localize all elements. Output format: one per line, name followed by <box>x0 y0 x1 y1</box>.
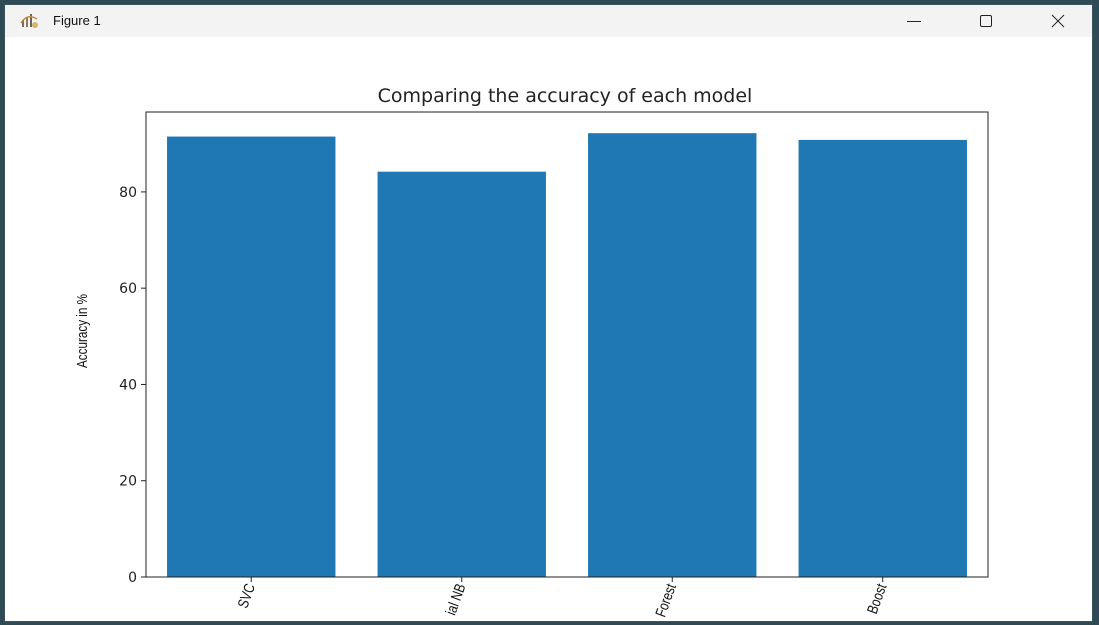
x-tick-label: ial NB <box>442 581 469 617</box>
y-tick-label: 60 <box>119 281 137 297</box>
y-tick-label: 20 <box>119 474 137 490</box>
y-tick-label: 80 <box>119 185 137 201</box>
matplotlib-figure-icon <box>20 14 38 28</box>
minimize-icon <box>907 21 921 22</box>
y-ticks-group: 0 20 40 60 80 <box>119 185 146 586</box>
figure-canvas: Comparing the accuracy of each model Acc… <box>5 37 1092 621</box>
bar-chart: Comparing the accuracy of each model Acc… <box>74 85 989 619</box>
x-tick-label: Forest <box>652 581 679 619</box>
chart-title: Comparing the accuracy of each model <box>378 85 753 107</box>
x-ticks-group: SVC ial NB Forest Boost <box>234 577 890 619</box>
x-tick-label: Boost <box>864 581 890 616</box>
y-tick-label: 0 <box>128 570 137 586</box>
bar-1 <box>377 171 546 577</box>
close-button[interactable] <box>1035 5 1081 37</box>
bar-3 <box>798 139 967 577</box>
figure-window: Figure 1 Comparing the accuracy of each … <box>4 4 1093 622</box>
axes-frame <box>145 111 989 578</box>
x-tick-label: SVC <box>234 581 258 610</box>
bar-2 <box>588 133 757 577</box>
y-tick-label: 40 <box>119 377 137 393</box>
window-titlebar[interactable]: Figure 1 <box>5 5 1092 37</box>
close-icon <box>1051 14 1065 28</box>
minimize-button[interactable] <box>891 5 937 37</box>
bars-group <box>167 133 967 577</box>
maximize-button[interactable] <box>963 5 1009 37</box>
bar-0 <box>167 136 336 577</box>
window-title: Figure 1 <box>53 13 101 28</box>
maximize-icon <box>980 15 992 27</box>
y-axis-label: Accuracy in % <box>74 294 91 368</box>
